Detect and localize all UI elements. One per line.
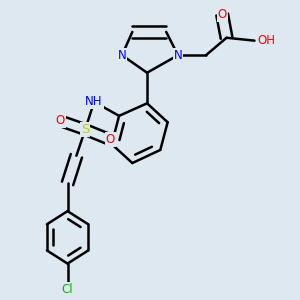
Text: NH: NH: [85, 95, 103, 108]
Text: OH: OH: [257, 34, 275, 47]
Text: S: S: [81, 123, 89, 136]
Text: Cl: Cl: [62, 283, 74, 296]
Text: N: N: [174, 49, 182, 62]
Text: O: O: [218, 8, 227, 21]
Text: N: N: [118, 49, 126, 62]
Text: O: O: [56, 114, 65, 127]
Text: O: O: [106, 133, 115, 146]
